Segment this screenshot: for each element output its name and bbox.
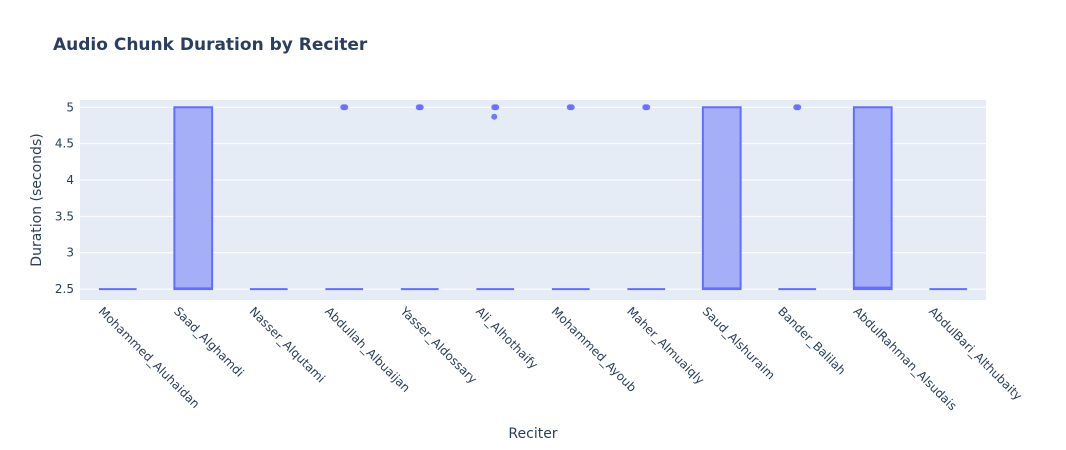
chart-title: Audio Chunk Duration by Reciter xyxy=(53,35,368,55)
box-group xyxy=(627,104,666,291)
y-tick-label: 4.5 xyxy=(55,137,74,151)
box-group xyxy=(400,104,439,291)
box-group xyxy=(173,106,214,291)
x-tick-label: Abdullah_Albuaijan xyxy=(322,304,413,395)
box-group xyxy=(476,104,515,291)
grid-lines xyxy=(80,106,986,290)
y-tick-label: 3 xyxy=(66,246,74,260)
y-tick-label: 5 xyxy=(66,100,74,114)
y-tick-label: 3.5 xyxy=(55,209,74,223)
outlier-point xyxy=(568,104,575,111)
plot-area xyxy=(80,100,986,300)
box-group xyxy=(701,106,742,291)
x-tick-label: Nasser_Alqutami xyxy=(247,304,328,385)
box xyxy=(173,106,214,291)
x-tick-label: Ali_Alhothaify xyxy=(473,304,541,372)
y-tick-label: 2.5 xyxy=(55,282,74,296)
outlier-point xyxy=(493,104,500,111)
y-axis-title: Duration (seconds) xyxy=(29,133,45,266)
x-tick-label: Yasser_Aldossary xyxy=(397,304,480,387)
outlier-point xyxy=(491,113,498,120)
y-tick-label: 4 xyxy=(66,173,74,187)
x-tick-label: Saad_Alghamdi xyxy=(171,304,246,379)
outlier-point xyxy=(417,104,424,111)
outlier-point xyxy=(342,104,349,111)
x-tick-label: Saud_Alshuraim xyxy=(700,304,778,382)
x-tick-label: Mohammed_Ayoub xyxy=(549,304,640,395)
box-group xyxy=(778,104,817,291)
x-tick-label: Maher_Almuaiqly xyxy=(624,304,707,387)
box-group xyxy=(852,106,893,291)
x-tick-label: Bander_Balilah xyxy=(775,304,848,377)
box xyxy=(701,106,742,291)
y-axis-ticks: 2.5 3 3.5 4 4.5 5 xyxy=(55,100,74,296)
boxes xyxy=(98,104,968,291)
x-axis-title: Reciter xyxy=(508,426,557,442)
outlier-point xyxy=(795,104,802,111)
box-group xyxy=(325,104,364,291)
box-group xyxy=(551,104,590,291)
outlier-point xyxy=(644,104,651,111)
box xyxy=(852,106,893,291)
